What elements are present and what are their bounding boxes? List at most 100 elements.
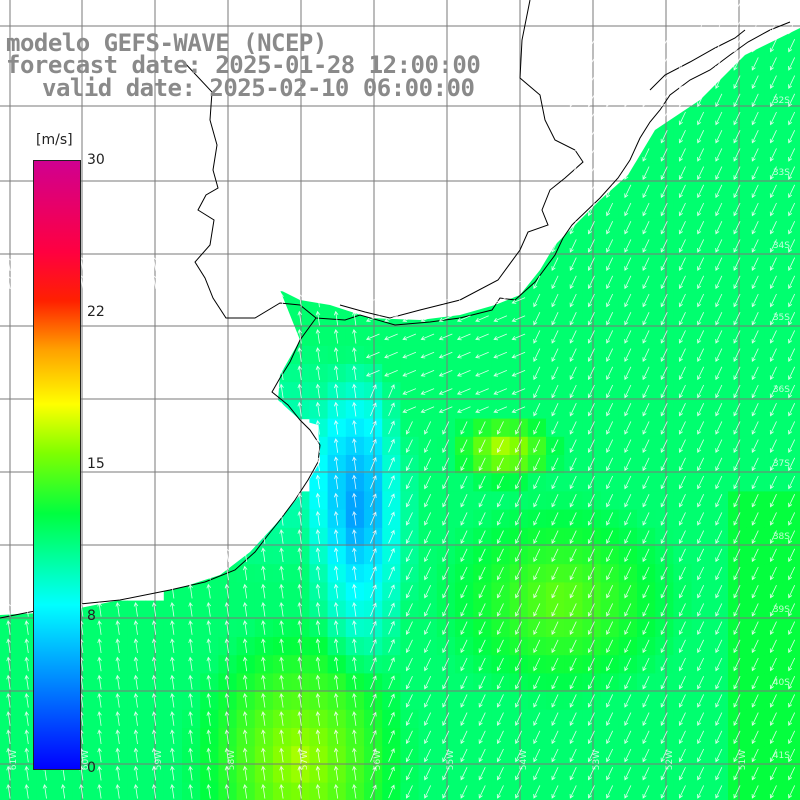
wind-arrow (151, 711, 157, 726)
wind-arrow (551, 712, 559, 726)
wind-arrow (478, 639, 486, 654)
wind-arrow (715, 293, 723, 308)
wind-arrow (297, 347, 303, 362)
wind-arrow (402, 315, 417, 322)
wind-arrow (460, 730, 468, 745)
wind-arrow (751, 730, 759, 745)
wind-arrow (551, 676, 559, 690)
wind-arrow (352, 383, 357, 399)
wind-arrow (751, 530, 759, 544)
wind-arrow (115, 656, 121, 672)
wind-arrow (405, 730, 413, 745)
wind-arrow (660, 384, 668, 399)
wind-arrow (478, 748, 486, 763)
wind-arrow (551, 384, 559, 399)
wind-arrow (624, 785, 632, 799)
wind-arrow (587, 221, 595, 235)
wind-arrow (606, 202, 614, 217)
wind-arrow (569, 148, 577, 162)
wind-arrow (569, 221, 577, 235)
wind-arrow (460, 585, 468, 599)
wind-arrow (279, 310, 284, 326)
wind-arrow (551, 421, 559, 435)
wind-arrow (279, 674, 284, 690)
wind-arrow (769, 384, 777, 399)
wind-arrow (715, 657, 723, 672)
wind-arrow (587, 585, 595, 599)
wind-arrow (569, 348, 577, 362)
wind-arrow (405, 676, 413, 690)
wind-arrow (569, 330, 577, 344)
wind-arrow (6, 274, 11, 290)
wind-arrow (442, 694, 450, 708)
wind-arrow (733, 275, 741, 290)
wind-arrow (6, 674, 11, 690)
wind-arrow (224, 620, 230, 635)
wind-arrow (660, 530, 668, 544)
wind-arrow (788, 639, 796, 654)
wind-arrow (115, 747, 121, 763)
wind-arrow (352, 347, 357, 362)
wind-arrow (788, 275, 796, 290)
coastline-north (181, 59, 576, 326)
wind-arrow (206, 674, 212, 690)
wind-arrow (6, 620, 11, 635)
colorbar-unit: [m/s] (36, 132, 73, 148)
wind-arrow (606, 130, 614, 144)
wind-arrow (493, 333, 508, 341)
wind-arrow (315, 347, 321, 362)
wind-arrow (388, 420, 395, 435)
wind-arrow (133, 729, 139, 745)
wind-arrow (352, 565, 357, 581)
wind-arrow (478, 621, 486, 635)
wind-arrow (515, 548, 523, 563)
wind-arrow (151, 729, 157, 745)
wind-arrow (456, 406, 471, 413)
wind-arrow (751, 39, 759, 53)
wind-arrow (715, 494, 723, 508)
wind-arrow (315, 620, 321, 635)
wind-arrow (533, 585, 541, 599)
wind-arrow (297, 492, 303, 508)
wind-arrow (642, 639, 650, 654)
wind-arrow (642, 57, 650, 71)
wind-arrow (751, 403, 759, 417)
wind-arrow (533, 457, 541, 472)
wind-arrow (279, 620, 284, 635)
wind-arrow (533, 421, 541, 435)
wind-arrow (420, 315, 435, 322)
wind-arrow (24, 674, 30, 690)
wind-arrow (788, 111, 796, 126)
wind-arrow (715, 512, 723, 526)
wind-arrow (624, 566, 632, 581)
wind-arrow (261, 711, 266, 726)
wind-arrow (678, 712, 686, 726)
wind-arrow (402, 297, 417, 304)
wind-arrow (279, 547, 284, 563)
wind-arrow (533, 403, 541, 417)
wind-arrow (352, 474, 357, 490)
wind-arrow (478, 712, 486, 726)
wind-arrow (660, 184, 668, 199)
wind-arrow (624, 75, 632, 89)
wind-arrow (751, 639, 759, 654)
wind-arrow (769, 166, 777, 180)
wind-arrow (424, 439, 432, 453)
wind-arrow (769, 475, 777, 490)
wind-arrow (170, 729, 175, 745)
wind-arrow (315, 765, 321, 781)
wind-arrow (660, 111, 668, 126)
wind-arrow (569, 239, 577, 253)
wind-arrow (751, 548, 759, 563)
wind-arrow (224, 783, 230, 799)
wind-arrow (697, 694, 705, 708)
wind-arrow (315, 656, 321, 672)
wind-arrow (515, 421, 523, 435)
lat-label: 40S (773, 678, 790, 688)
wind-arrow (715, 748, 723, 763)
wind-arrow (242, 711, 248, 726)
wind-arrow (569, 111, 577, 126)
wind-arrow (297, 328, 303, 344)
wind-arrow (97, 601, 102, 617)
wind-arrow (442, 730, 450, 745)
